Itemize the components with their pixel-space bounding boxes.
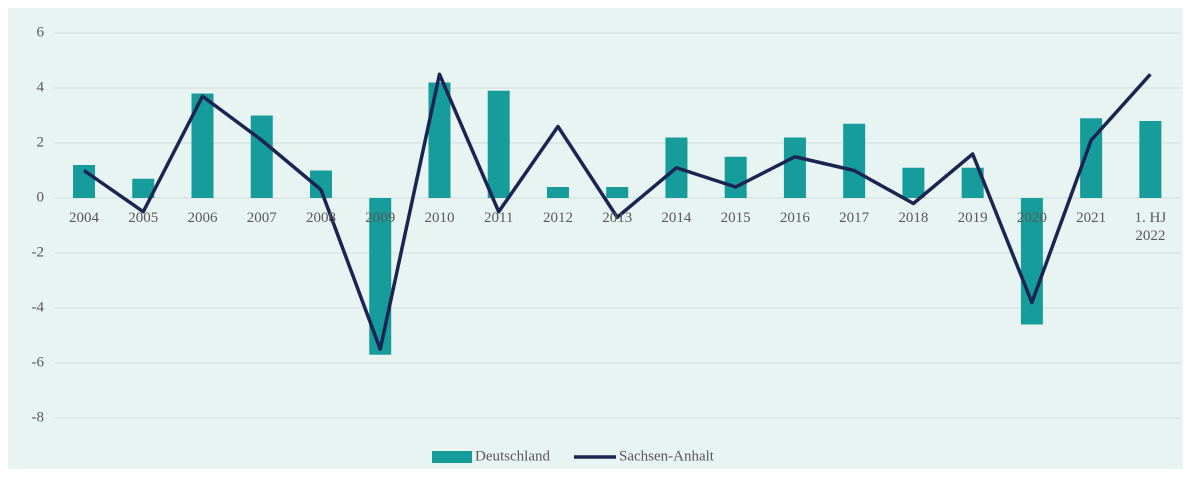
x-tick-label: 2012 [542,210,573,226]
x-tick-label: 2015 [720,210,751,226]
y-tick-label: 4 [37,79,45,95]
legend-label: Sachsen-Anhalt [619,448,715,464]
x-tick-label: 2004 [69,210,99,226]
x-tick-label: 2008 [305,210,336,226]
x-tick-label: 1. HJ 2022 [1134,210,1167,244]
y-tick-label: -6 [32,354,45,370]
y-tick-label: -2 [32,244,45,260]
x-tick-label: 2007 [246,210,277,226]
bar [843,123,866,198]
bar [1139,121,1162,198]
bar [546,187,569,198]
x-tick-label: 2009 [365,210,396,226]
legend-label: Deutschland [475,448,550,464]
x-tick-label: 2010 [424,210,455,226]
x-tick-label: 2021 [1076,210,1107,226]
x-tick-label: 2016 [779,210,810,226]
legend-swatch [432,451,472,463]
x-tick-label: 2011 [483,210,514,226]
x-tick-label: 2006 [187,210,218,226]
y-tick-label: -4 [32,299,45,315]
y-tick-label: 2 [37,134,45,150]
bar [902,167,925,198]
bar [191,93,214,198]
x-tick-label: 2014 [661,210,692,226]
bar [487,90,510,198]
bar [428,82,451,198]
y-tick-label: 6 [37,24,45,40]
y-tick-label: -8 [32,409,45,425]
bar [73,165,96,198]
x-tick-label: 2017 [839,210,870,226]
bar [309,170,332,198]
bar [132,178,155,198]
bar [250,115,273,198]
bar [1080,118,1103,198]
background [8,8,1183,469]
y-tick-label: 0 [37,189,45,205]
x-tick-label: 2005 [128,210,159,226]
x-tick-label: 2013 [602,210,633,226]
x-tick-label: 2019 [957,210,988,226]
x-tick-label: 2018 [898,210,929,226]
bar [724,156,747,198]
line [83,72,1152,351]
bar [606,187,629,198]
x-tick-label: 2020 [1016,210,1047,226]
bar [783,137,806,198]
bar [961,167,984,198]
